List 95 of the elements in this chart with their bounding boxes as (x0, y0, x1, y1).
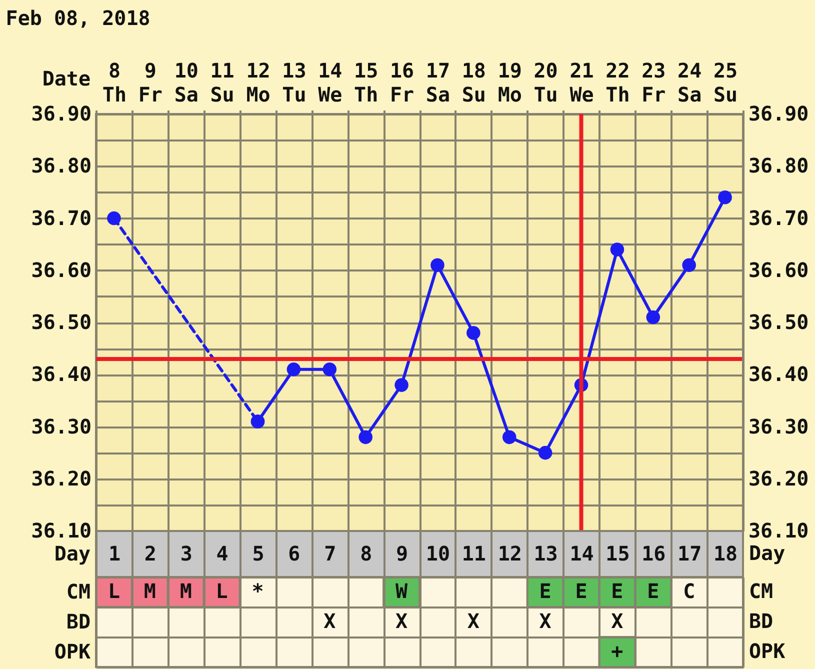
point (466, 326, 480, 340)
x2-tick-label: 12 (498, 542, 522, 566)
y2-tick-label: 36.40 (748, 362, 809, 386)
x2-tick-label: 16 (642, 542, 666, 566)
y-tick-label: 36.40 (31, 362, 92, 386)
text: * (252, 579, 264, 603)
point (610, 242, 624, 256)
x-tick-label: 21 We (570, 58, 594, 106)
y-tick-label: 36.20 (31, 466, 92, 490)
point (430, 258, 444, 272)
point (286, 362, 301, 376)
y2-tick-label: 36.10 (748, 518, 809, 542)
x-tick-label: 20 Tu (534, 58, 558, 106)
text: X (539, 609, 552, 633)
point (538, 446, 552, 460)
y2-tick-label: 36.50 (748, 310, 809, 334)
x-tick-label: 10 Sa (174, 58, 198, 106)
y2-tick-label: 36.60 (748, 258, 809, 282)
x-tick-label: 12 Mo (246, 58, 270, 106)
x-axis-title: Date (42, 66, 90, 90)
x2-tick-label: 11 (462, 542, 486, 566)
text: X (467, 609, 480, 633)
text: L (216, 579, 228, 603)
x2-tick-label: 14 (570, 542, 594, 566)
x-tick-label: 25 Su (713, 58, 738, 106)
x2-tick-label: 8 (360, 542, 372, 566)
point (718, 190, 732, 204)
point (250, 414, 265, 428)
y-tick-label: 36.70 (31, 206, 92, 230)
y-tick-label: 36.50 (31, 310, 92, 334)
x-tick-label: 16 Fr (390, 58, 414, 106)
text: C (683, 579, 696, 603)
text: M (180, 579, 192, 603)
x-tick-label: 9 Fr (138, 58, 162, 106)
text: X (396, 609, 408, 633)
x2-tick-label: 1 (108, 542, 120, 566)
y-tick-label: 36.60 (31, 258, 92, 282)
text: + (611, 639, 624, 663)
category-label: CM (749, 579, 774, 603)
text: E (539, 579, 552, 603)
x2-tick-label: 17 (678, 542, 702, 566)
x2-tick-label: 15 (606, 542, 630, 566)
point (358, 430, 372, 444)
x-tick-label: 15 Th (354, 58, 378, 106)
chart-title: Feb 08, 2018 (6, 6, 150, 30)
x2-tick-label: 5 (252, 542, 264, 566)
y-tick-label: 36.90 (31, 102, 92, 126)
point (646, 310, 660, 324)
x2-tick-label: 9 (396, 542, 408, 566)
text: W (396, 579, 408, 603)
x-tick-label: 14 We (318, 58, 342, 106)
x-tick-label: 22 Th (606, 58, 630, 106)
point (502, 430, 516, 444)
y-tick-label: 36.30 (31, 414, 92, 438)
x2-axis-title: Day (749, 541, 786, 565)
y2-tick-label: 36.90 (748, 102, 809, 126)
x-tick-label: 13 Tu (282, 58, 306, 106)
category-label: OPK (54, 640, 90, 664)
x2-tick-label: 4 (216, 542, 228, 566)
x2-tick-label: 10 (426, 542, 450, 566)
x2-tick-label: 18 (713, 542, 738, 566)
text: E (611, 579, 624, 603)
x-tick-label: 11 Su (210, 58, 234, 106)
y2-tick-label: 36.70 (748, 206, 809, 230)
text: M (144, 579, 156, 603)
y-tick-label: 36.80 (31, 154, 92, 178)
text: E (575, 579, 588, 603)
point (322, 362, 337, 376)
point (394, 378, 408, 392)
x-tick-label: 18 Su (462, 58, 486, 106)
category-label: BD (66, 610, 90, 634)
x-tick-label: 24 Sa (678, 58, 702, 106)
text: X (324, 609, 336, 633)
x-tick-label: 23 Fr (642, 58, 666, 106)
category-label: BD (749, 609, 774, 633)
x2-tick-label: 2 (144, 542, 156, 566)
text: Day (54, 542, 90, 566)
category-label: OPK (749, 639, 786, 663)
x2-tick-label: 3 (180, 542, 192, 566)
x-tick-label: 19 Mo (498, 58, 522, 106)
text: X (611, 609, 624, 633)
y2-tick-label: 36.20 (748, 466, 809, 490)
y-tick-label: 36.10 (31, 518, 92, 542)
x-tick-label: 17 Sa (426, 58, 450, 106)
y2-tick-label: 36.80 (748, 154, 809, 178)
x2-tick-label: 13 (534, 542, 558, 566)
point (682, 258, 696, 272)
x2-tick-label: 6 (288, 542, 300, 566)
text: L (108, 579, 120, 603)
y2-tick-label: 36.30 (748, 414, 809, 438)
text: E (647, 579, 660, 603)
point (107, 211, 121, 226)
x2-tick-label: 7 (324, 542, 336, 566)
x-tick-label: 8 Th (102, 58, 127, 106)
category-label: CM (66, 580, 90, 604)
